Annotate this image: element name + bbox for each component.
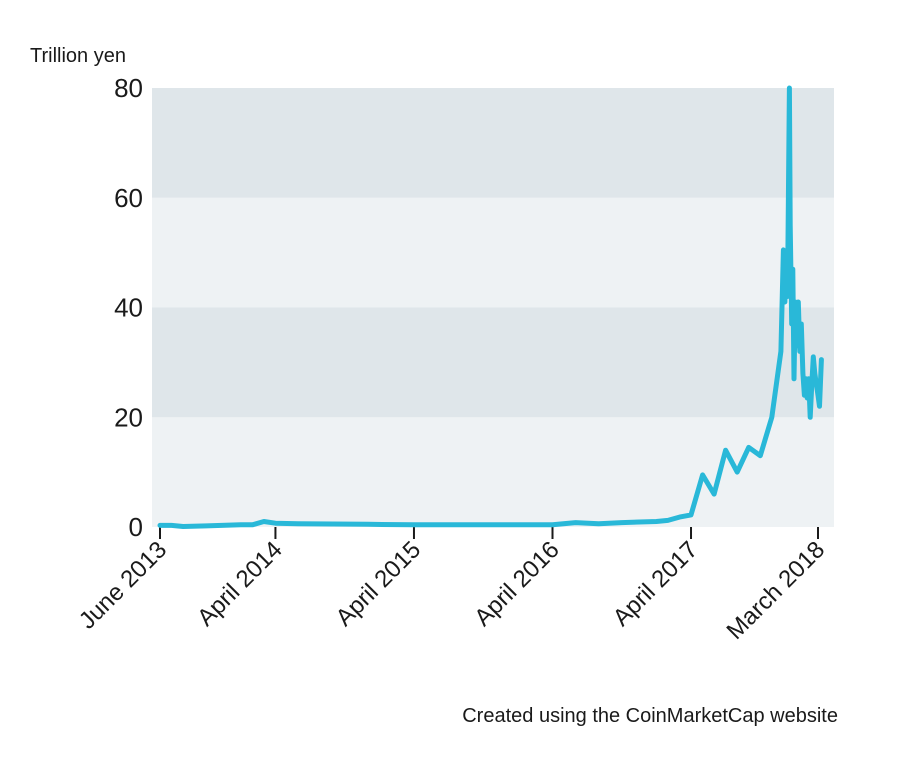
plot-band (152, 197, 834, 308)
y-axis-tick-labels: 0 20 40 60 80 (114, 73, 143, 542)
y-tick-label: 0 (129, 512, 143, 542)
x-axis-ticks: June 2013 April 2014 April 2015 April 2016 A… (74, 527, 830, 645)
plot-background-bands (152, 88, 834, 527)
plot-band (152, 307, 834, 418)
y-tick-label: 20 (114, 402, 143, 432)
x-tick-label: April 2014 (192, 536, 288, 632)
y-tick-label: 40 (114, 293, 143, 323)
y-tick-label: 60 (114, 183, 143, 213)
x-tick-label: April 2017 (608, 536, 704, 632)
source-note: Created using the CoinMarketCap website (462, 705, 838, 727)
x-tick-label: June 2013 (74, 536, 172, 634)
plot-band (152, 88, 834, 198)
x-tick-label: March 2018 (722, 536, 831, 645)
plot-band (152, 417, 834, 527)
x-tick-label: April 2015 (331, 536, 427, 632)
y-tick-label: 80 (114, 73, 143, 103)
series-line (157, 85, 824, 529)
series-line-group (157, 85, 824, 529)
y-axis-unit-label: Trillion yen (30, 45, 126, 67)
x-tick-label: April 2016 (469, 536, 565, 632)
